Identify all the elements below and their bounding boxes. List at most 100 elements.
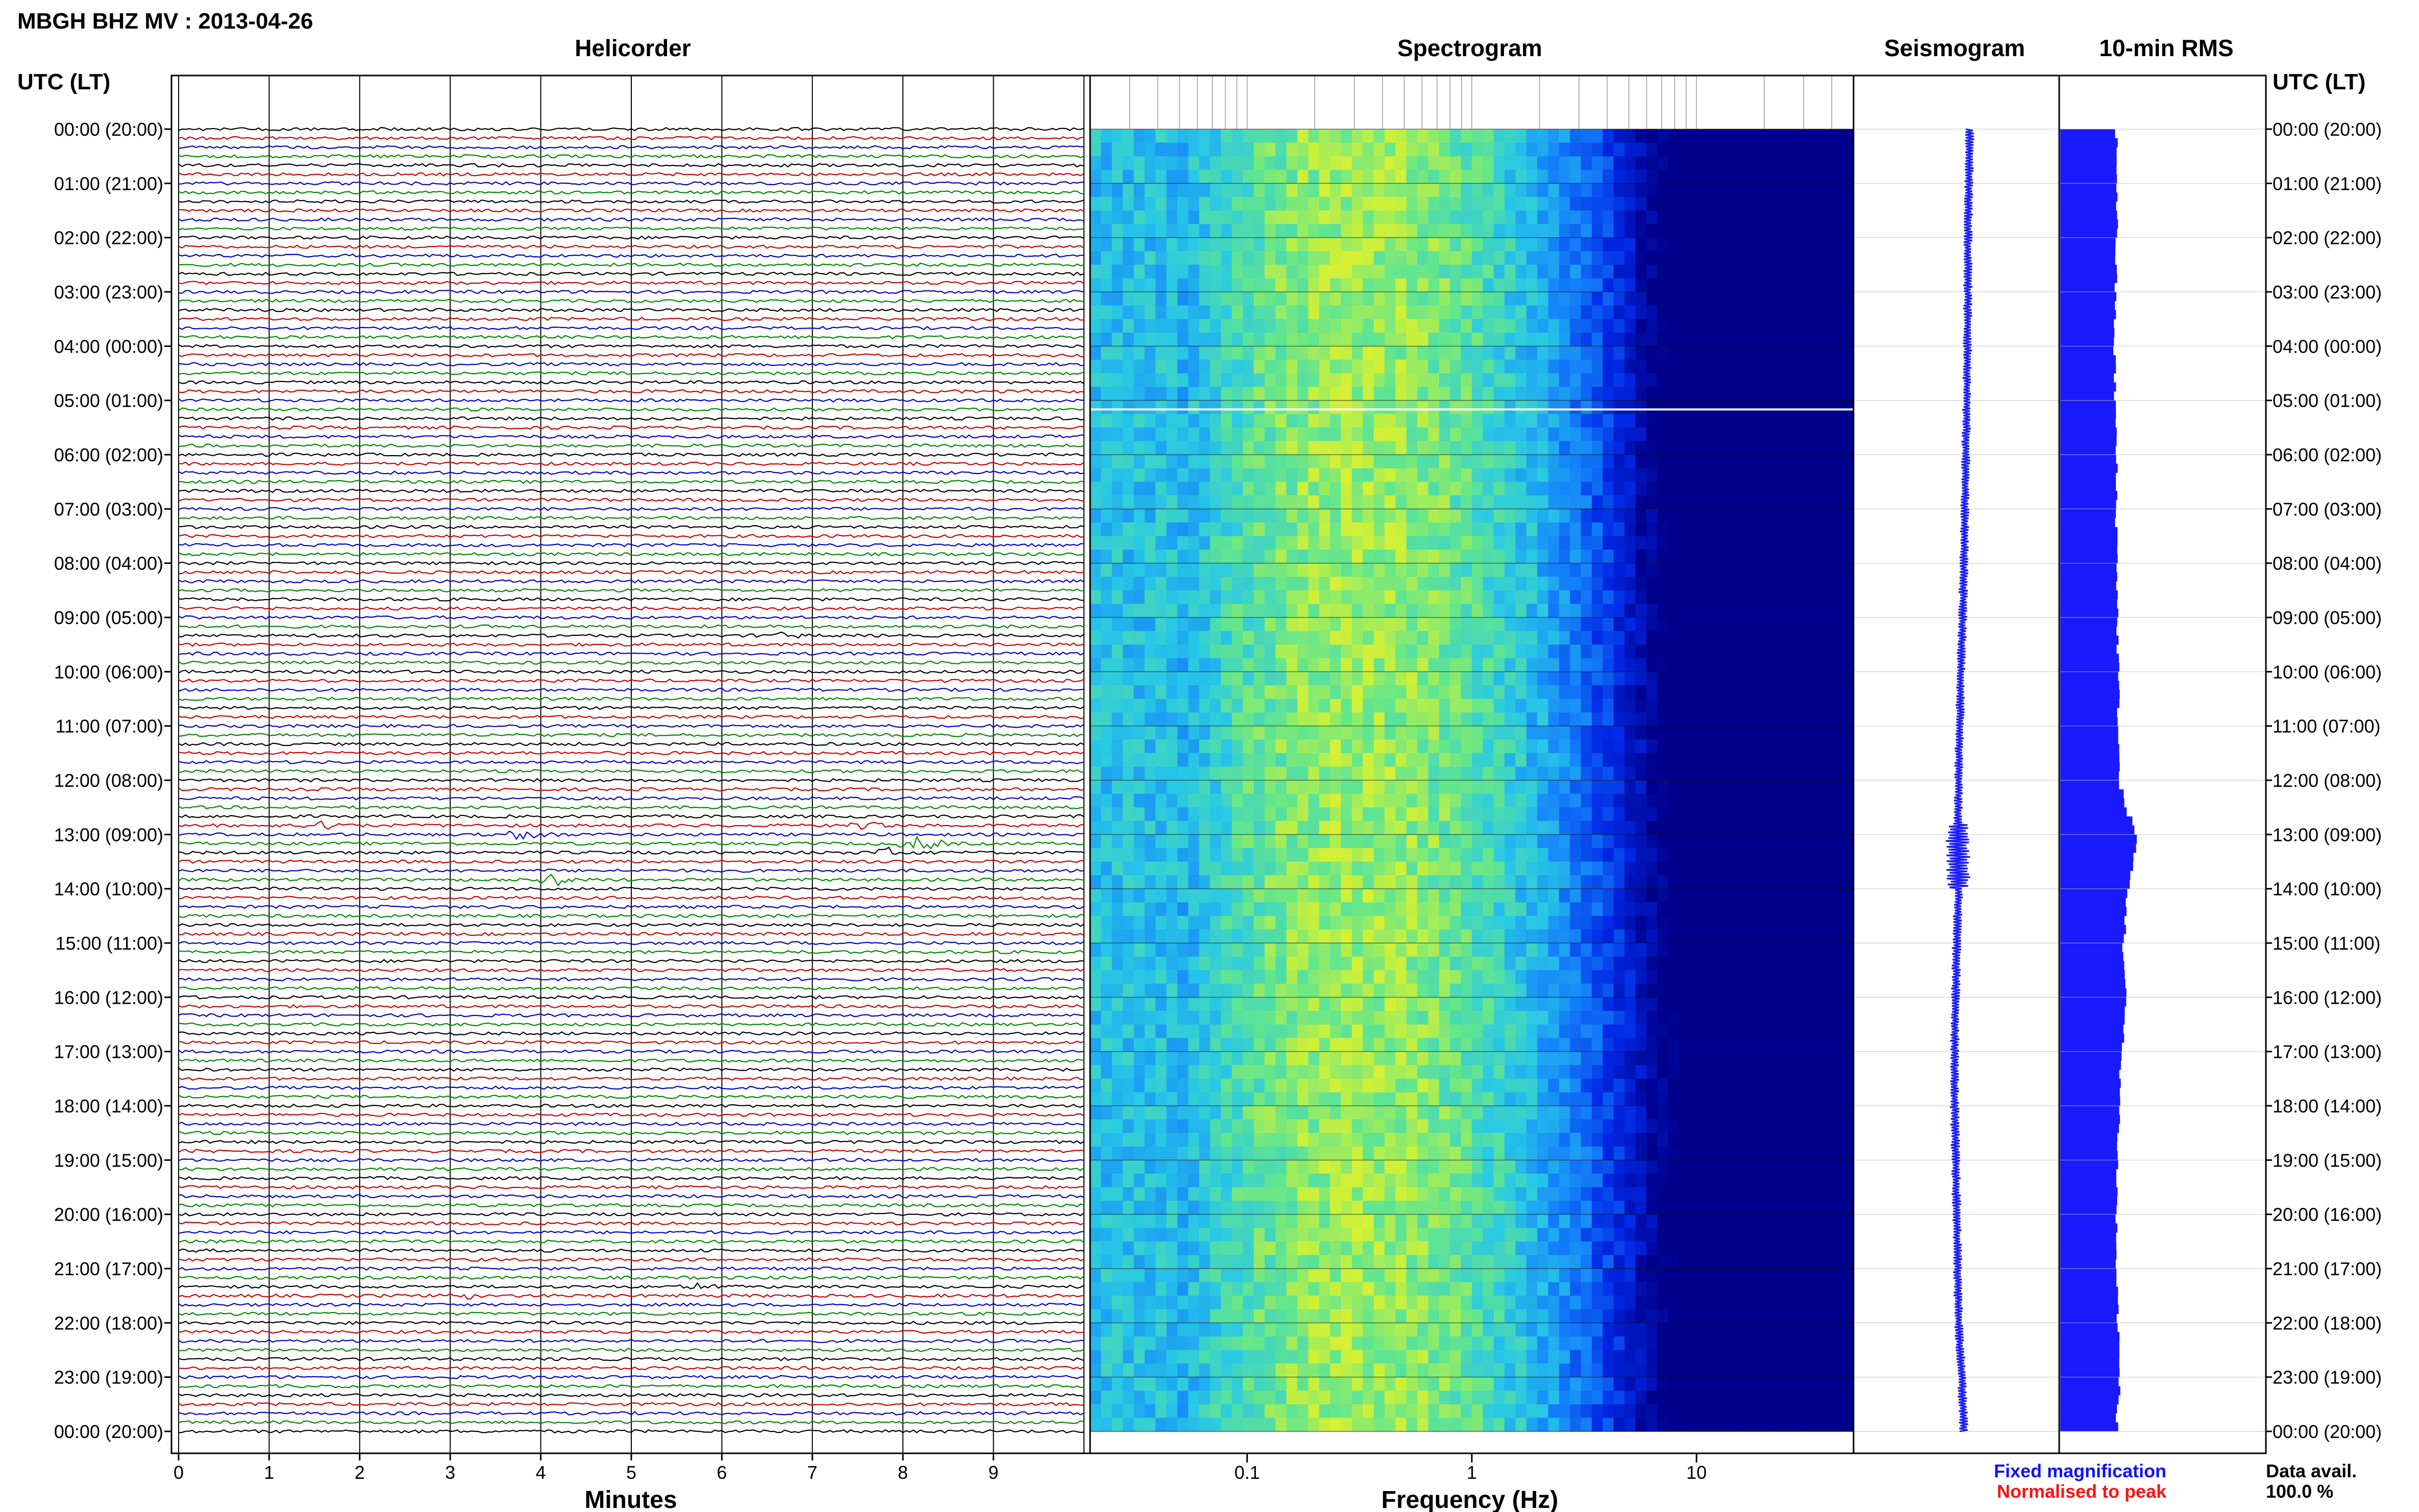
spectrogram-cell bbox=[1744, 414, 1756, 428]
spectrogram-cell bbox=[1308, 970, 1320, 984]
spectrogram-cell bbox=[1341, 726, 1352, 740]
spectrogram-cell bbox=[1646, 441, 1658, 455]
spectrogram-cell bbox=[1744, 888, 1756, 903]
spectrogram-cell bbox=[1613, 875, 1625, 889]
spectrogram-cell bbox=[1253, 956, 1265, 971]
spectrogram-cell bbox=[1286, 264, 1298, 279]
spectrogram-cell bbox=[1144, 414, 1156, 428]
spectrogram-cell bbox=[1766, 522, 1778, 537]
spectrogram-cell bbox=[1341, 332, 1352, 346]
spectrogram-cell bbox=[1417, 577, 1429, 591]
spectrogram-cell bbox=[1133, 414, 1145, 428]
spectrogram-cell bbox=[1341, 617, 1352, 632]
spectrogram-cell bbox=[1428, 305, 1440, 319]
spectrogram-cell bbox=[1406, 1024, 1418, 1038]
spectrogram-cell bbox=[1832, 400, 1843, 414]
spectrogram-cell bbox=[1297, 224, 1309, 238]
spectrogram-cell bbox=[1330, 1024, 1342, 1038]
spectrogram-cell bbox=[1537, 427, 1549, 441]
helicorder-trace bbox=[178, 1139, 1084, 1145]
spectrogram-cell bbox=[1199, 264, 1211, 279]
spectrogram-cell bbox=[1395, 156, 1407, 170]
spectrogram-cell bbox=[1712, 427, 1723, 441]
spectrogram-cell bbox=[1722, 183, 1734, 197]
spectrogram-cell bbox=[1177, 292, 1189, 306]
spectrogram-cell bbox=[1297, 346, 1309, 360]
spectrogram-cell bbox=[1188, 332, 1200, 346]
spectrogram-cell bbox=[1700, 848, 1712, 862]
spectrogram-cell bbox=[1548, 915, 1560, 930]
spectrogram-cell bbox=[1788, 888, 1799, 903]
spectrogram-cell bbox=[1319, 1024, 1330, 1038]
spectrogram-cell bbox=[1744, 169, 1756, 184]
spectrogram-cell bbox=[1842, 251, 1854, 265]
spectrogram-cell bbox=[1373, 373, 1385, 387]
spectrogram-cell bbox=[1592, 400, 1603, 414]
spectrogram-cell bbox=[1351, 672, 1363, 686]
spectrogram-cell bbox=[1744, 807, 1756, 822]
spectrogram-cell bbox=[1351, 332, 1363, 346]
spectrogram-cell bbox=[1559, 156, 1570, 170]
spectrogram-cell bbox=[1351, 522, 1363, 537]
spectrogram-cell bbox=[1090, 672, 1101, 686]
spectrogram-cell bbox=[1526, 183, 1538, 197]
helicorder-trace bbox=[178, 995, 1084, 1000]
spectrogram-cell bbox=[1722, 794, 1734, 808]
spectrogram-cell bbox=[1090, 590, 1101, 604]
spectrogram-cell bbox=[1570, 726, 1582, 740]
spectrogram-cell bbox=[1264, 495, 1276, 509]
spectrogram-cell bbox=[1112, 685, 1123, 700]
spectrogram-cell bbox=[1472, 142, 1483, 157]
spectrogram-cell bbox=[1363, 645, 1374, 659]
spectrogram-cell bbox=[1101, 427, 1113, 441]
spectrogram-cell bbox=[1221, 387, 1232, 401]
spectrogram-cell bbox=[1820, 156, 1832, 170]
spectrogram-cell bbox=[1417, 970, 1429, 984]
helicorder-trace bbox=[178, 1239, 1084, 1244]
spectrogram-cell bbox=[1428, 943, 1440, 957]
spectrogram-cell bbox=[1766, 441, 1778, 455]
spectrogram-cell bbox=[1123, 645, 1134, 659]
spectrogram-cell bbox=[1363, 766, 1374, 781]
spectrogram-cell bbox=[1657, 645, 1669, 659]
spectrogram-cell bbox=[1592, 834, 1603, 849]
spectrogram-cell bbox=[1755, 455, 1767, 469]
spectrogram-cell bbox=[1330, 956, 1342, 971]
spectrogram-cell bbox=[1733, 590, 1745, 604]
spectrogram-cell bbox=[1842, 590, 1854, 604]
spectrogram-cell bbox=[1581, 794, 1592, 808]
spectrogram-cell bbox=[1351, 1038, 1363, 1052]
spectrogram-cell bbox=[1548, 577, 1560, 591]
spectrogram-cell bbox=[1123, 251, 1134, 265]
spectrogram-cell bbox=[1570, 522, 1582, 537]
spectrogram-cell bbox=[1548, 237, 1560, 252]
spectrogram-cell bbox=[1275, 414, 1287, 428]
spectrogram-cell bbox=[1101, 617, 1113, 632]
spectrogram-cell bbox=[1657, 590, 1669, 604]
spectrogram-cell bbox=[1188, 292, 1200, 306]
spectrogram-cell bbox=[1624, 264, 1636, 279]
spectrogram-cell bbox=[1592, 550, 1603, 564]
spectrogram-cell bbox=[1635, 441, 1647, 455]
spectrogram-cell bbox=[1341, 970, 1352, 984]
spectrogram-cell bbox=[1832, 387, 1843, 401]
spectrogram-cell bbox=[1253, 577, 1265, 591]
spectrogram-cell bbox=[1231, 292, 1243, 306]
spectrogram-cell bbox=[1112, 468, 1123, 482]
helicorder-title: Helicorder bbox=[575, 35, 691, 61]
spectrogram-cell bbox=[1417, 956, 1429, 971]
spectrogram-cell bbox=[1646, 943, 1658, 957]
spectrogram-cell bbox=[1133, 617, 1145, 632]
spectrogram-cell bbox=[1526, 1038, 1538, 1052]
spectrogram-cell bbox=[1755, 739, 1767, 754]
spectrogram-cell bbox=[1493, 183, 1505, 197]
spectrogram-cell bbox=[1679, 522, 1691, 537]
spectrogram-cell bbox=[1559, 129, 1570, 143]
spectrogram-cell bbox=[1308, 468, 1320, 482]
spectrogram-cell bbox=[1755, 712, 1767, 727]
helicorder-trace bbox=[178, 670, 1084, 674]
rms-title: 10-min RMS bbox=[2099, 35, 2233, 61]
spectrogram-cell bbox=[1275, 495, 1287, 509]
spectrogram-cell bbox=[1690, 834, 1701, 849]
spectrogram-cell bbox=[1679, 129, 1691, 143]
